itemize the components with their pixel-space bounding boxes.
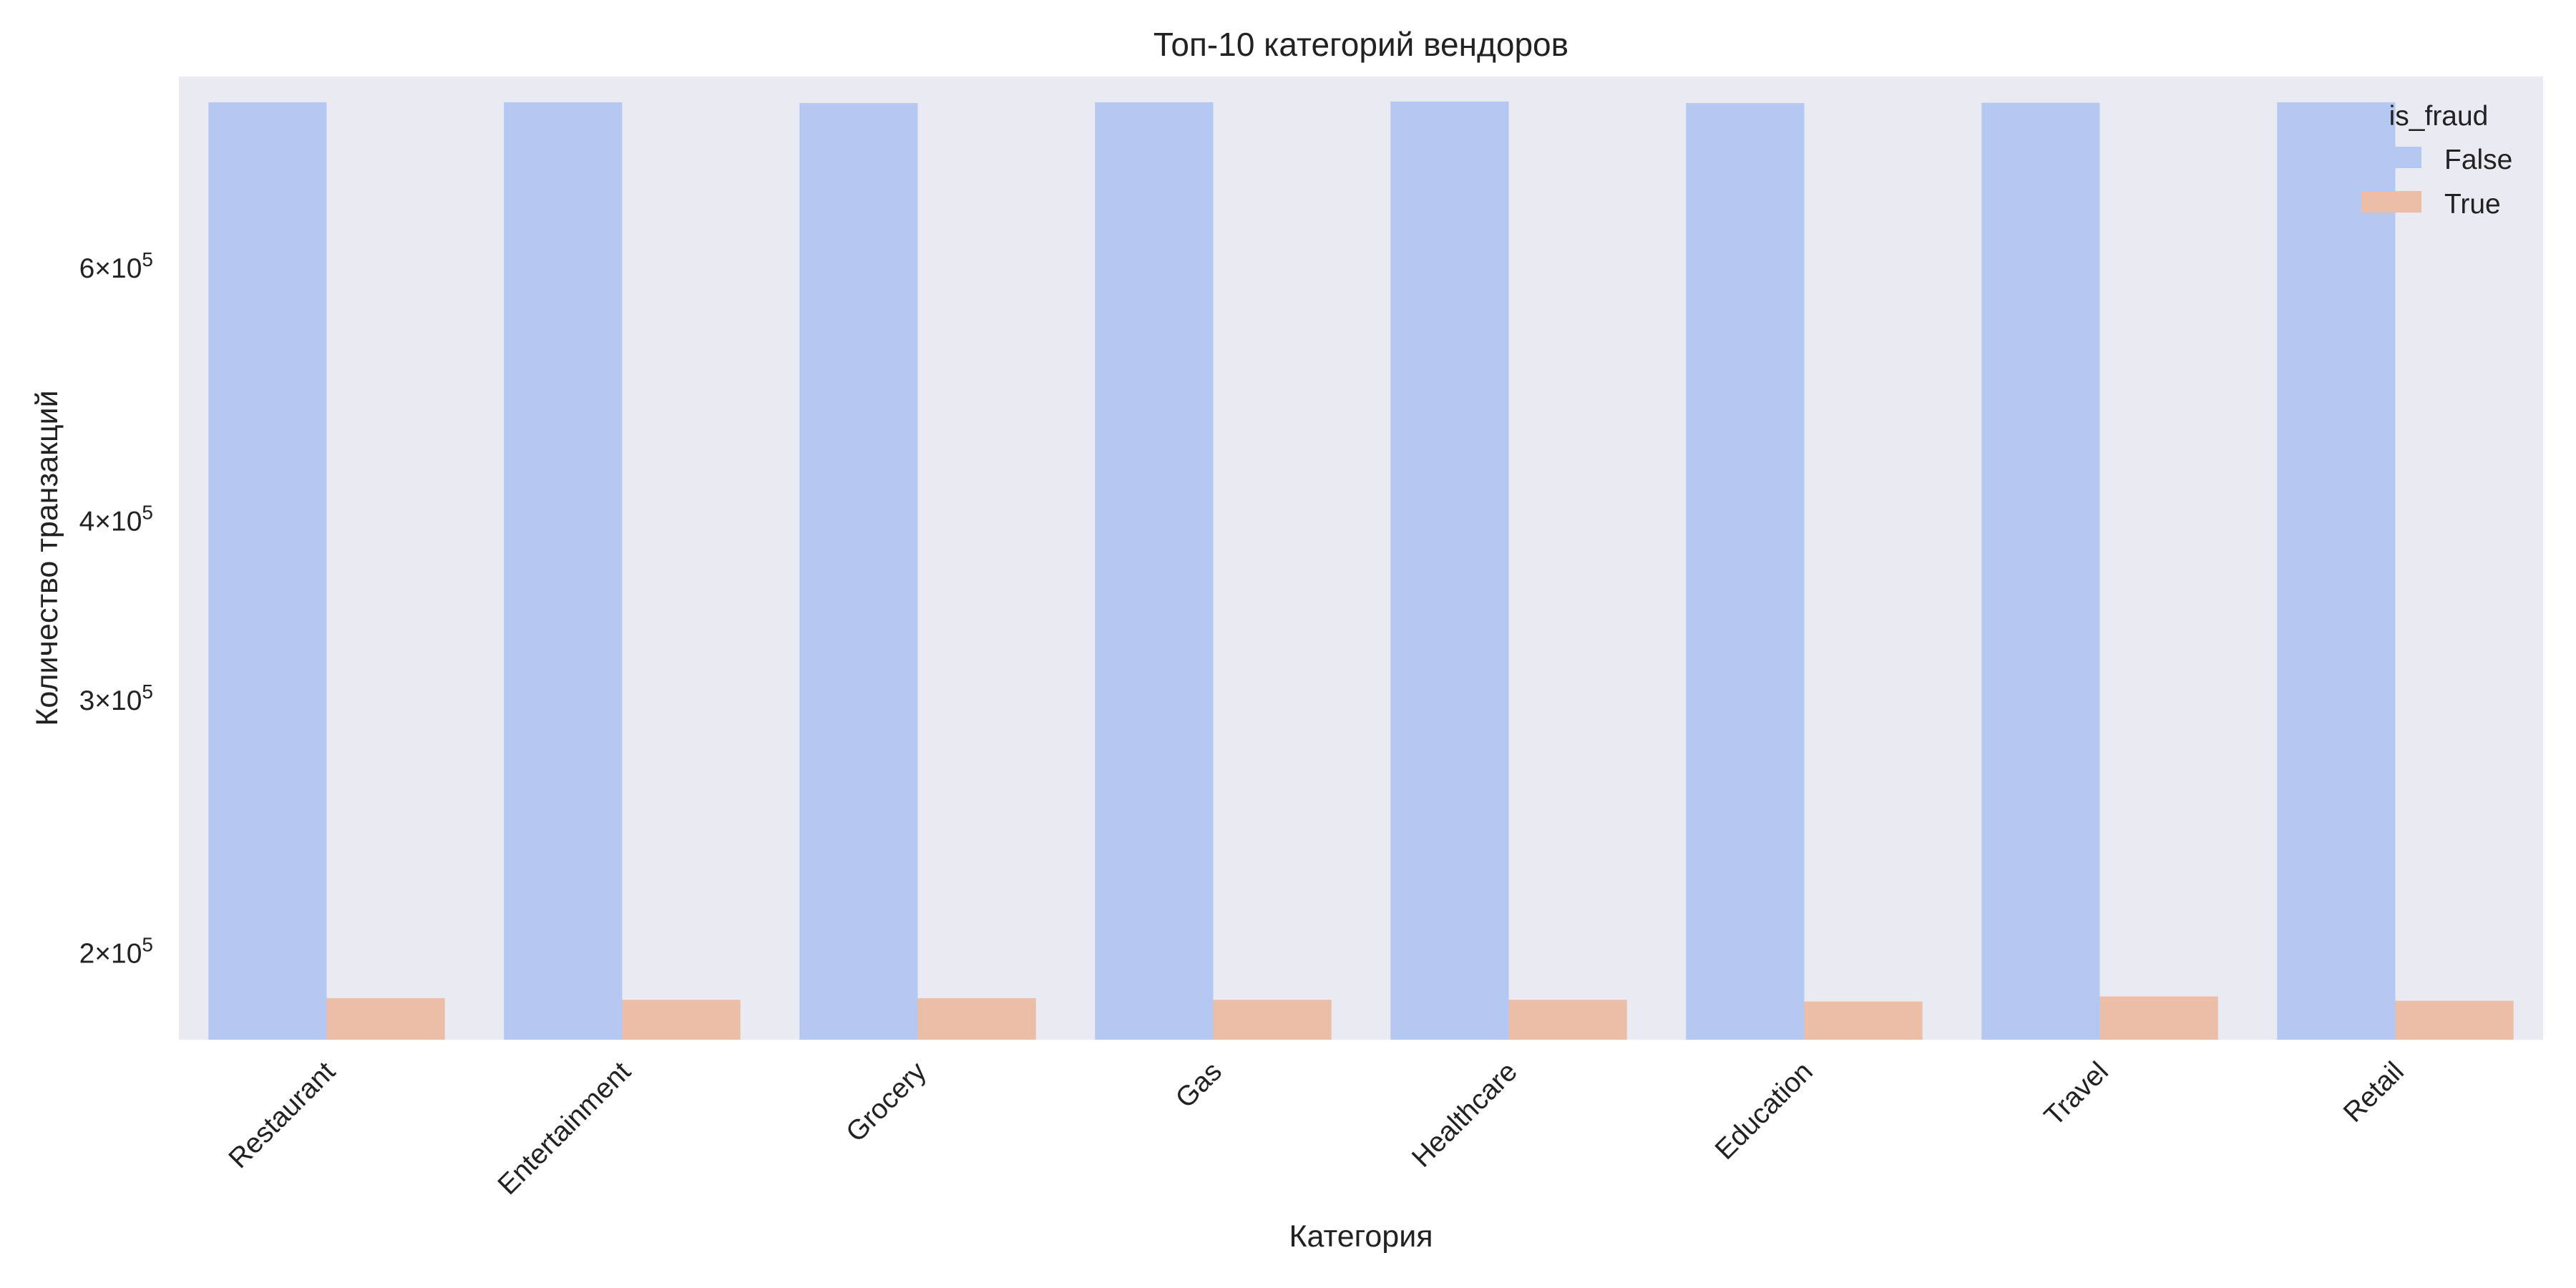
bar-restaurant-true (326, 997, 445, 1040)
x-axis-ticks: Restaurant Entertainment Grocery Gas Healthc… (223, 1056, 2410, 1201)
legend: is_fraud False True (2361, 101, 2512, 220)
bar-travel-true (2099, 996, 2218, 1040)
bar-education-true (1804, 1001, 1923, 1040)
bar-grocery-false (799, 103, 918, 1040)
legend-title: is_fraud (2389, 101, 2489, 132)
y-tick-label: 6×105 (79, 248, 153, 284)
x-tick-label: Education (1709, 1056, 1819, 1166)
bar-healthcare-true (1508, 1000, 1627, 1040)
x-axis-label: Категория (1289, 1219, 1433, 1254)
bars-group (208, 101, 2514, 1040)
x-tick-label: Restaurant (223, 1056, 341, 1174)
x-tick-label: Travel (2039, 1056, 2114, 1132)
y-tick-label: 3×105 (79, 680, 153, 716)
legend-label-false: False (2444, 145, 2512, 175)
y-tick-label: 4×105 (79, 501, 153, 537)
bar-gas-true (1213, 1000, 1332, 1040)
x-tick-label: Gas (1170, 1056, 1228, 1114)
bar-healthcare-false (1390, 101, 1509, 1040)
bar-entertainment-false (504, 102, 623, 1040)
legend-label-true: True (2444, 189, 2501, 220)
bar-gas-false (1095, 102, 1214, 1040)
legend-swatch-true (2361, 191, 2421, 213)
y-tick-label: 2×105 (79, 934, 153, 970)
y-axis-ticks: 2×105 3×105 4×105 6×105 (79, 248, 153, 970)
chart-title: Топ-10 категорий вендоров (1153, 26, 1568, 63)
bar-retail-false (2277, 102, 2396, 1040)
x-tick-label: Entertainment (492, 1056, 637, 1201)
x-tick-label: Healthcare (1406, 1056, 1523, 1174)
x-tick-label: Grocery (840, 1056, 932, 1148)
bar-entertainment-true (622, 1000, 741, 1040)
bar-travel-false (1981, 102, 2100, 1040)
y-axis-label: Количество транзакций (30, 390, 64, 726)
bar-grocery-true (917, 997, 1036, 1040)
legend-swatch-false (2361, 147, 2421, 168)
bar-restaurant-false (208, 102, 327, 1040)
x-tick-label: Retail (2338, 1056, 2410, 1128)
bar-retail-true (2395, 1000, 2514, 1040)
bar-education-false (1686, 103, 1805, 1040)
